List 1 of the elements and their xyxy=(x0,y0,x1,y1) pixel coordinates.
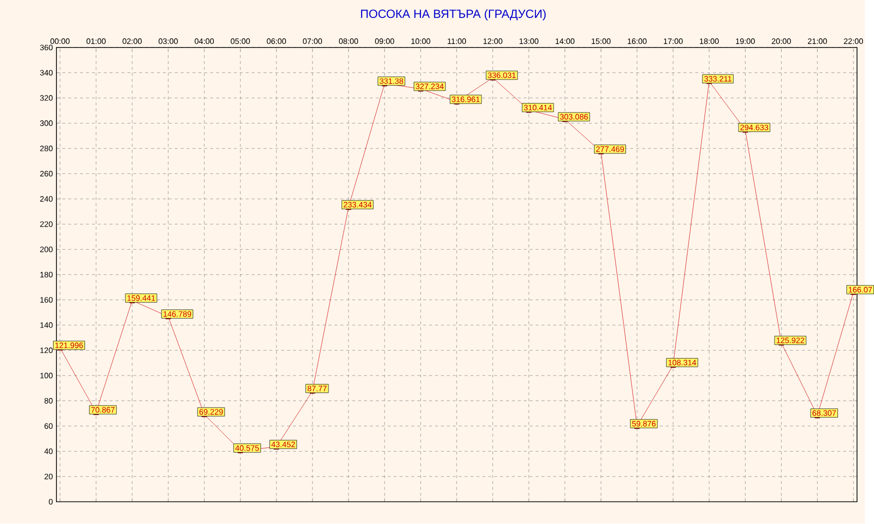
chart-title: ПОСОКА НА ВЯТЪРА (ГРАДУСИ) xyxy=(361,10,546,21)
